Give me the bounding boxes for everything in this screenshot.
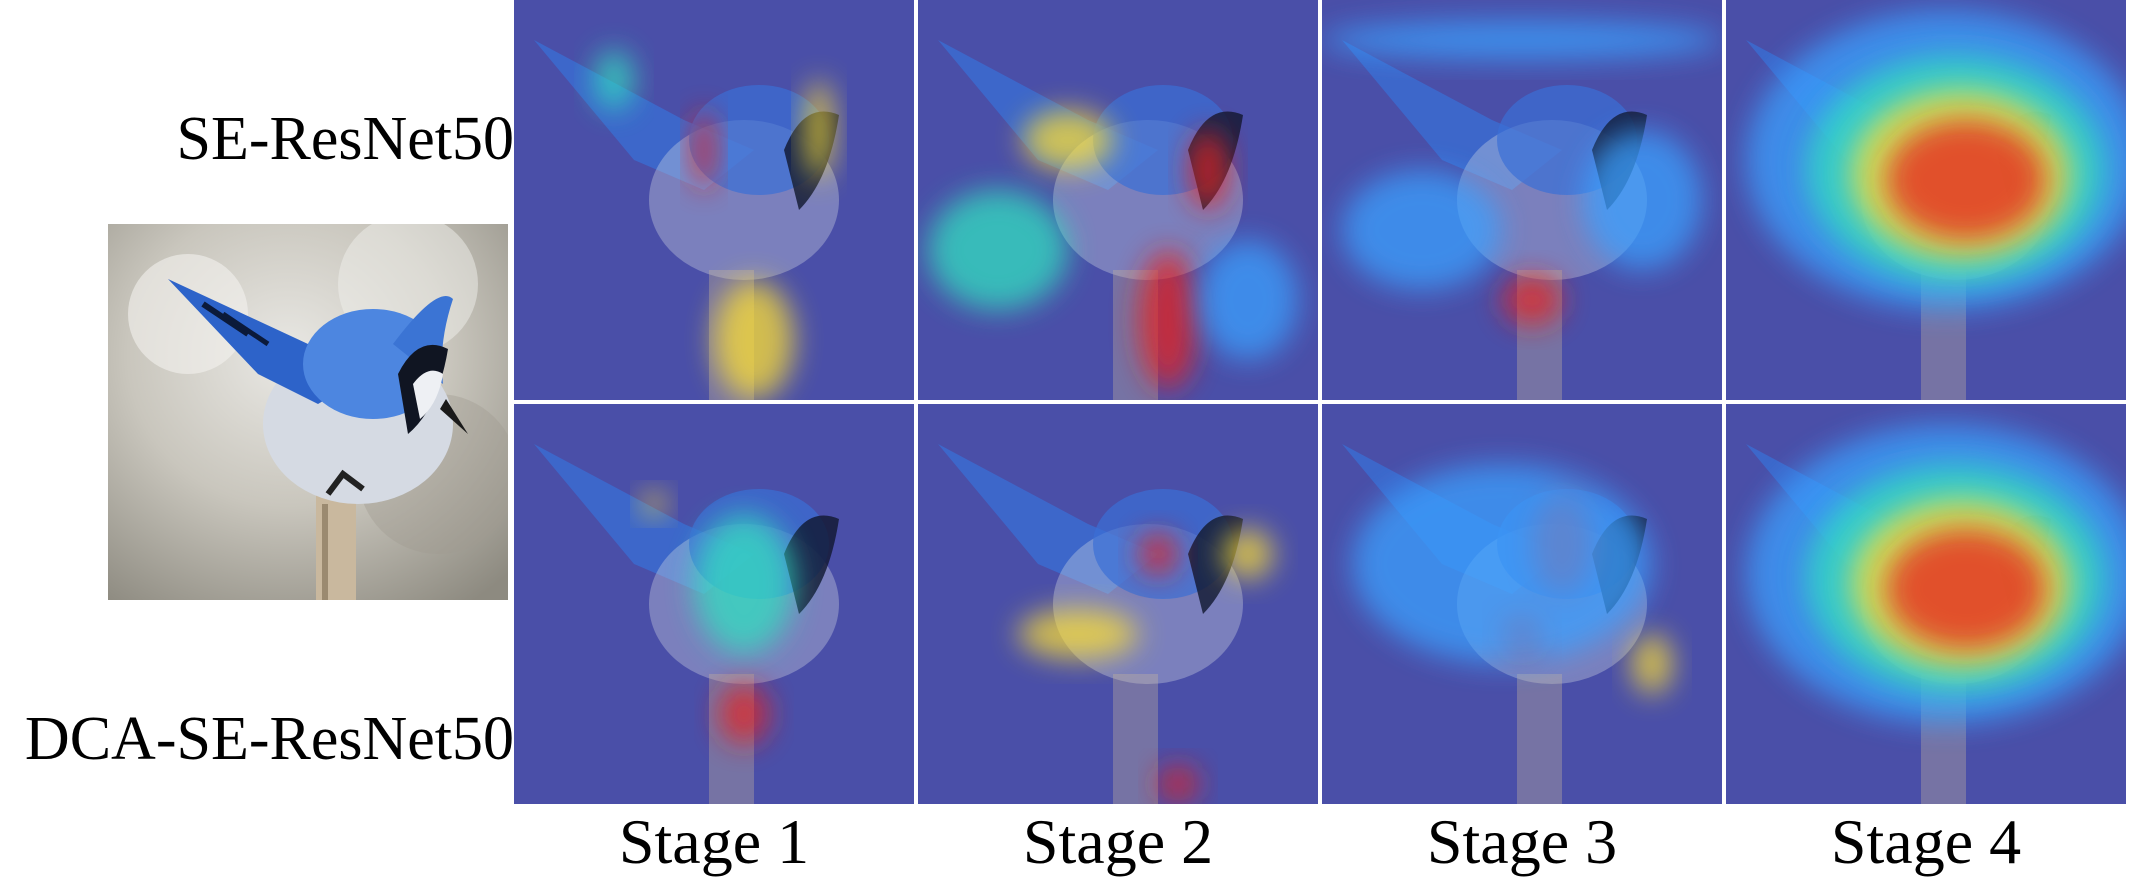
heatmap-dca-se-resnet50-stage-2-svg	[918, 404, 1318, 804]
attention-blob-warm	[1632, 634, 1672, 694]
column-label-stage-1: Stage 1	[618, 806, 810, 877]
heatmap-se-resnet50-stage-4-svg	[1726, 0, 2126, 400]
bird-silhouette-part	[1517, 674, 1562, 804]
bird-silhouette-part	[1113, 674, 1158, 804]
attention-blob-cool	[1342, 170, 1502, 290]
heatmap-dca-se-resnet50-stage-4-svg	[1726, 404, 2126, 804]
attention-blob-mid	[694, 514, 794, 654]
column-label-stage-4: Stage 4	[1830, 806, 2022, 877]
heatmap-dca-se-resnet50-stage-4	[1726, 404, 2126, 804]
heatmap-dca-se-resnet50-stage-3	[1322, 404, 1722, 804]
attention-blob-mid	[928, 190, 1068, 310]
row-label-dca-se-resnet50: DCA-SE-ResNet50	[24, 705, 514, 773]
bird-silhouette-part	[784, 515, 839, 614]
heatmap-se-resnet50-stage-1-svg	[514, 0, 914, 400]
attention-blob-cool	[1322, 20, 1722, 60]
attention-blob-warm	[642, 492, 666, 516]
heatmap-dca-se-resnet50-stage-1	[514, 404, 914, 804]
heatmap-dca-se-resnet50-stage-3-svg	[1322, 404, 1722, 804]
attention-blob-hot	[1886, 529, 2046, 649]
row-label-se-resnet50: SE-ResNet50	[176, 105, 514, 173]
attention-blob-warm	[805, 80, 833, 180]
column-label-stage-2: Stage 2	[1022, 806, 1214, 877]
attention-blob-cool	[1352, 464, 1652, 664]
heatmap-dca-se-resnet50-stage-2	[918, 404, 1318, 804]
attention-blob-hot	[1138, 532, 1178, 576]
attention-blob-warm	[714, 280, 794, 400]
heatmap-se-resnet50-stage-4	[1726, 0, 2126, 400]
attention-blob-hot	[1502, 275, 1562, 325]
heatmap-se-resnet50-stage-2	[918, 0, 1318, 400]
attention-blob-hot	[1188, 130, 1228, 210]
attention-blob-hot	[1158, 766, 1198, 802]
attention-blob-warm	[1223, 529, 1273, 579]
heatmap-se-resnet50-stage-3-svg	[1322, 0, 1722, 400]
attention-blob-warm	[1018, 609, 1138, 659]
heatmap-se-resnet50-stage-2-svg	[918, 0, 1318, 400]
attention-blob-hot	[1138, 250, 1198, 390]
attention-blob-cool	[1198, 240, 1298, 360]
attention-blob-warm	[1023, 110, 1113, 170]
heatmap-dca-se-resnet50-stage-1-svg	[514, 404, 914, 804]
attention-blob-hot	[1886, 120, 2046, 240]
input-image-blue-jay	[108, 214, 518, 600]
column-label-stage-3: Stage 3	[1426, 806, 1618, 877]
heatmap-se-resnet50-stage-3	[1322, 0, 1722, 400]
attention-blob-hot	[719, 684, 769, 744]
heatmap-se-resnet50-stage-1	[514, 0, 914, 400]
attention-blob-mid	[594, 50, 634, 110]
attention-blob-cool	[1582, 130, 1702, 270]
attention-blob-hot	[692, 110, 716, 190]
